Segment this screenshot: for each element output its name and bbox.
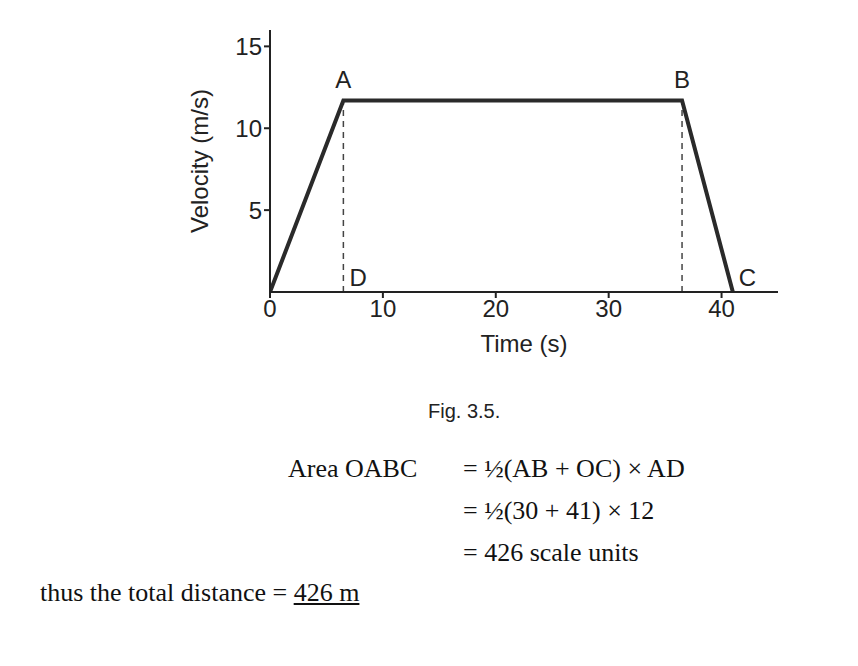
svg-text:30: 30 <box>595 295 622 322</box>
html-text:= ½(30 + 41) × 12: = ½(30 + 41) × 12 <box>463 496 655 525</box>
svg-text:5: 5 <box>249 197 262 224</box>
svg-text:C: C <box>739 264 756 291</box>
svg-text:0: 0 <box>263 295 276 322</box>
svg-text:40: 40 <box>708 295 735 322</box>
svg-text:20: 20 <box>482 295 509 322</box>
svg-text:Time (s): Time (s) <box>480 330 567 357</box>
html-text:Fig. 3.5.: Fig. 3.5. <box>428 400 501 422</box>
svg-text:A: A <box>335 66 351 93</box>
html-text:Area OABC: Area OABC <box>288 454 418 483</box>
html-text:= 426 scale units: = 426 scale units <box>463 538 639 567</box>
svg-text:D: D <box>349 264 366 291</box>
html-text:thus the total distance = 426: thus the total distance = 426 m <box>40 578 360 607</box>
svg-text:Velocity (m/s): Velocity (m/s) <box>186 89 213 233</box>
svg-text:10: 10 <box>370 295 397 322</box>
svg-text:B: B <box>674 66 690 93</box>
svg-text:10: 10 <box>235 115 262 142</box>
svg-text:15: 15 <box>235 33 262 60</box>
html-text:= ½(AB + OC) × AD: = ½(AB + OC) × AD <box>463 454 685 483</box>
